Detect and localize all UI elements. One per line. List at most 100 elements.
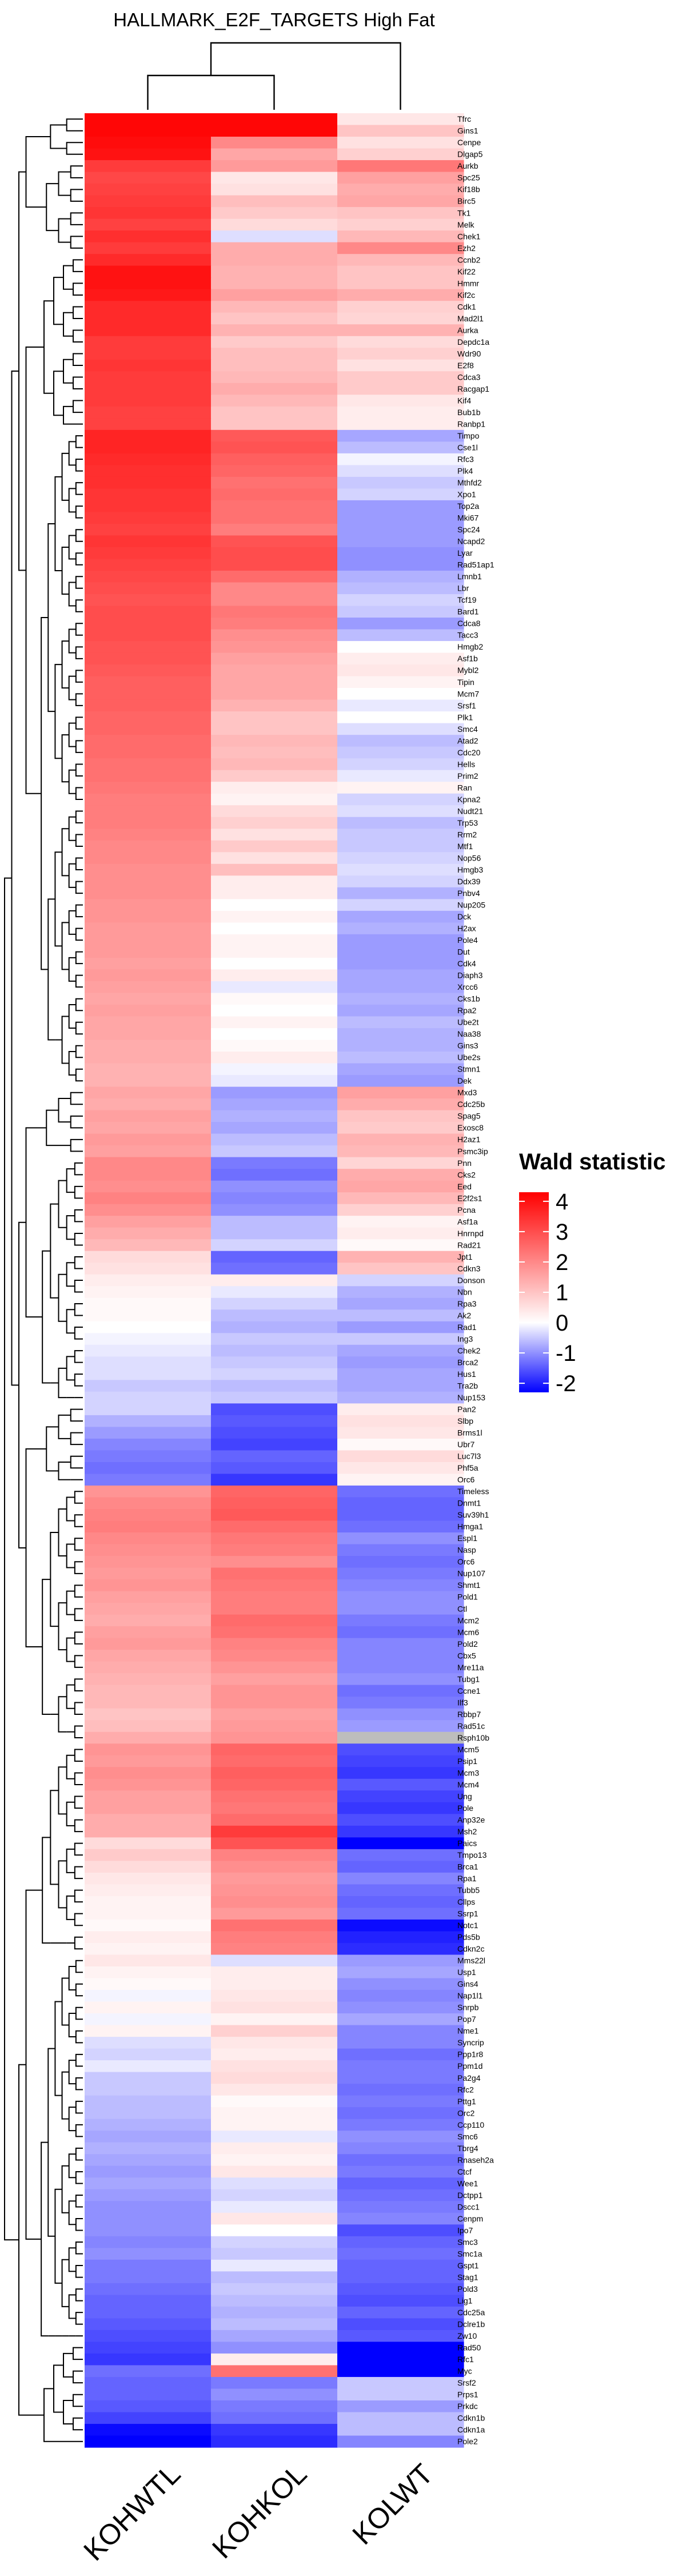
heatmap-cell-wee1-kohkol xyxy=(211,2177,338,2190)
row-label: Paics xyxy=(457,1839,477,1848)
heatmap-cell-cenpm-kohwtl xyxy=(85,2212,212,2225)
heatmap-cell-melk-kohkol xyxy=(211,218,338,231)
heatmap-cell-gins4-kohkol xyxy=(211,1978,338,1990)
row-label: Ran xyxy=(457,783,472,792)
heatmap-cell-psmc3ip-kolwt xyxy=(337,1145,464,1158)
heatmap-cell-birc5-kohwtl xyxy=(85,195,212,208)
row-label: Ranbp1 xyxy=(457,419,485,428)
heatmap-cell-pold1-kohkol xyxy=(211,1591,338,1603)
row-label: Bard1 xyxy=(457,607,479,616)
row-dendrogram-link xyxy=(61,734,69,783)
heatmap-cell-ranbp1-kolwt xyxy=(337,418,464,431)
heatmap-cell-spag5-kohkol xyxy=(211,1110,338,1122)
heatmap-cell-nudt21-kohkol xyxy=(211,805,338,818)
row-dendrogram-link xyxy=(66,142,83,155)
heatmap-cell-tcf19-kolwt xyxy=(337,594,464,607)
row-dendrogram-link xyxy=(54,2188,62,2284)
row-label: Myc xyxy=(457,2367,472,2376)
heatmap-cell-nasp-kohwtl xyxy=(85,1544,212,1556)
heatmap-cell-pold2-kolwt xyxy=(337,1638,464,1650)
row-label: Plk1 xyxy=(457,712,473,722)
heatmap-cell-rnaseh2a-kohkol xyxy=(211,2154,338,2167)
heatmap-cell-smc6-kolwt xyxy=(337,2131,464,2143)
heatmap-cell-ube2s-kohwtl xyxy=(85,1052,212,1064)
row-dendrogram-link xyxy=(70,236,83,249)
heatmap-cell-rpa1-kohwtl xyxy=(85,1872,212,1885)
row-dendrogram-link xyxy=(74,1936,83,1950)
heatmap-cell-stmn1-kolwt xyxy=(337,1063,464,1076)
heatmap-cell-jpt1-kohwtl xyxy=(85,1251,212,1263)
heatmap-cell-ccp110-kolwt xyxy=(337,2119,464,2131)
heatmap-cell-depdc1a-kolwt xyxy=(337,336,464,348)
heatmap-cell-rpa3-kohwtl xyxy=(85,1297,212,1310)
heatmap-cell-lyar-kolwt xyxy=(337,547,464,560)
row-dendrogram-link xyxy=(75,482,83,495)
heatmap-cell-suv39h1-kohwtl xyxy=(85,1508,212,1522)
heatmap-cell-pds5b-kohwtl xyxy=(85,1931,212,1944)
heatmap-cell-hnrnpd-kohwtl xyxy=(85,1227,212,1240)
heatmap-cell-ubr7-kolwt xyxy=(337,1438,464,1451)
heatmap-cell-rpa3-kolwt xyxy=(337,1297,464,1310)
heatmap-cell-ddx39-kohwtl xyxy=(85,875,212,888)
row-label: Tmpo13 xyxy=(457,1850,487,1860)
row-label: Smc1a xyxy=(457,2249,482,2258)
heatmap-cell-pnbv4-kohkol xyxy=(211,887,338,899)
heatmap-cell-kif4-kohwtl xyxy=(85,395,212,407)
heatmap-cell-brca1-kohwtl xyxy=(85,1861,212,1873)
heatmap-cell-cdk4-kohkol xyxy=(211,957,338,970)
row-dendrogram-link xyxy=(75,740,83,753)
row-dendrogram-link xyxy=(46,183,59,232)
heatmap-cell-orc6-kolwt xyxy=(337,1474,464,1486)
row-label: Jpt1 xyxy=(457,1252,473,1261)
heatmap-cell-ubr7-kohwtl xyxy=(85,1438,212,1451)
heatmap-cell-dut-kohkol xyxy=(211,946,338,958)
row-dendrogram-link xyxy=(68,1965,76,1991)
row-label: Cdca8 xyxy=(457,619,481,628)
row-dendrogram-link xyxy=(66,1684,75,1709)
heatmap-cell-tubg1-kohkol xyxy=(211,1673,338,1686)
heatmap-cell-pnn-kohkol xyxy=(211,1157,338,1169)
row-label: Exosc8 xyxy=(457,1123,484,1132)
heatmap-cell-ppp1r8-kolwt xyxy=(337,2048,464,2061)
row-label: Smc4 xyxy=(457,724,478,734)
row-label: Pttg1 xyxy=(457,2097,476,2106)
heatmap-cell-psmc3ip-kohkol xyxy=(211,1145,338,1158)
row-label: Ube2t xyxy=(457,1018,478,1027)
heatmap-cell-e2f8-kohkol xyxy=(211,359,338,372)
heatmap-cell-xpo1-kohkol xyxy=(211,488,338,501)
row-label: Ppp1r8 xyxy=(457,2050,483,2059)
heatmap-cell-cdkn3-kohwtl xyxy=(85,1263,212,1275)
heatmap-cell-mcm4-kolwt xyxy=(337,1778,464,1791)
heatmap-cell-nme1-kohkol xyxy=(211,2025,338,2037)
heatmap-cell-pole2-kohwtl xyxy=(85,2435,212,2448)
row-label: Mcm2 xyxy=(457,1616,479,1625)
heatmap-cell-ilf3-kohkol xyxy=(211,1697,338,1709)
heatmap-cell-syncrip-kohkol xyxy=(211,2037,338,2049)
heatmap-cell-aurka-kohkol xyxy=(211,324,338,337)
heatmap-cell-rad51ap1-kohwtl xyxy=(85,559,212,571)
heatmap-cell-ezh2-kohkol xyxy=(211,242,338,254)
row-dendrogram-link xyxy=(66,118,83,132)
heatmap-cell-nup107-kohwtl xyxy=(85,1567,212,1580)
row-label: Cse1l xyxy=(457,443,478,452)
row-label: Mthfd2 xyxy=(457,478,482,487)
heatmap-cell-e2f8-kolwt xyxy=(337,359,464,372)
row-dendrogram-link xyxy=(61,1016,69,1064)
heatmap-cell-ddx39-kohkol xyxy=(211,875,338,888)
row-label: Ctcf xyxy=(457,2167,472,2176)
heatmap-cell-h2ax-kohwtl xyxy=(85,922,212,935)
row-label: Nudt21 xyxy=(457,806,483,815)
heatmap-cell-pnbv4-kohwtl xyxy=(85,887,212,899)
row-dendrogram-link xyxy=(73,2370,83,2384)
heatmap-cell-nup205-kohwtl xyxy=(85,899,212,911)
row-dendrogram-link xyxy=(66,1262,75,1287)
heatmap-cell-cdc25b-kolwt xyxy=(337,1098,464,1111)
heatmap-cell-hmga1-kohkol xyxy=(211,1520,338,1533)
heatmap-cell-rbbp7-kohkol xyxy=(211,1708,338,1721)
heatmap-cell-racgap1-kohwtl xyxy=(85,383,212,395)
heatmap-cell-kif4-kolwt xyxy=(337,395,464,407)
heatmap-cell-ncapd2-kohwtl xyxy=(85,535,212,548)
row-label: Tacc3 xyxy=(457,631,478,640)
row-label: Diaph3 xyxy=(457,971,483,980)
